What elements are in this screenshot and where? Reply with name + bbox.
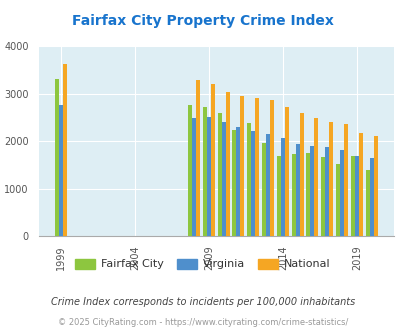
Bar	[59, 106, 63, 236]
Bar	[221, 122, 225, 236]
Bar	[55, 80, 59, 236]
Bar	[251, 131, 255, 236]
Bar	[354, 156, 358, 236]
Bar	[240, 96, 244, 236]
Bar	[369, 158, 373, 236]
Bar	[358, 133, 362, 236]
Bar	[206, 117, 210, 236]
Bar	[373, 136, 377, 236]
Bar	[280, 138, 284, 236]
Bar	[210, 84, 214, 236]
Bar	[291, 154, 295, 236]
Bar	[192, 118, 196, 236]
Text: Crime Index corresponds to incidents per 100,000 inhabitants: Crime Index corresponds to incidents per…	[51, 297, 354, 307]
Bar	[320, 157, 324, 236]
Bar	[232, 130, 236, 236]
Bar	[328, 122, 333, 236]
Bar	[265, 134, 269, 236]
Bar	[269, 100, 273, 236]
Bar	[284, 107, 288, 236]
Bar	[295, 144, 299, 236]
Bar	[217, 113, 221, 236]
Bar	[306, 153, 310, 236]
Text: © 2025 CityRating.com - https://www.cityrating.com/crime-statistics/: © 2025 CityRating.com - https://www.city…	[58, 318, 347, 327]
Bar	[350, 156, 354, 236]
Bar	[188, 105, 192, 236]
Bar	[236, 127, 240, 236]
Bar	[196, 81, 200, 236]
Bar	[339, 149, 343, 236]
Bar	[310, 146, 313, 236]
Text: Fairfax City Property Crime Index: Fairfax City Property Crime Index	[72, 15, 333, 28]
Legend: Fairfax City, Virginia, National: Fairfax City, Virginia, National	[71, 254, 334, 274]
Bar	[247, 123, 251, 236]
Bar	[225, 92, 229, 236]
Bar	[313, 118, 318, 236]
Bar	[261, 143, 265, 236]
Bar	[276, 156, 280, 236]
Bar	[324, 147, 328, 236]
Bar	[335, 164, 339, 236]
Bar	[365, 170, 369, 236]
Bar	[63, 64, 66, 236]
Bar	[255, 98, 258, 236]
Bar	[202, 107, 206, 236]
Bar	[299, 113, 303, 236]
Bar	[343, 123, 347, 236]
